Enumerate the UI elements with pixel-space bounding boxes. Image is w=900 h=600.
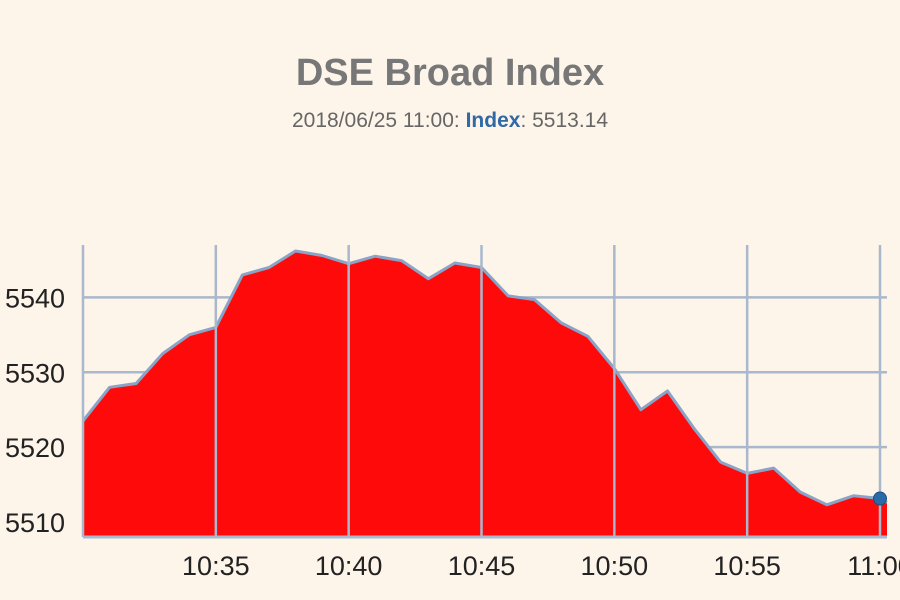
- chart-subtitle: 2018/06/25 11:00: Index: 5513.14: [0, 109, 900, 133]
- last-value-marker[interactable]: [873, 491, 887, 506]
- y-tick-label: 5530: [5, 358, 65, 388]
- x-tick-label: 10:35: [182, 551, 250, 581]
- vertical-grid: [214, 245, 882, 537]
- y-tick-labels: 5510 5520 5530 5540: [5, 283, 65, 538]
- series-index-area: [83, 251, 887, 537]
- x-tick-label: 10:45: [448, 551, 516, 581]
- subtitle-timestamp: 2018/06/25 11:00: [291, 109, 454, 132]
- subtitle-separator: :: [453, 109, 466, 132]
- subtitle-value: 5513.14: [532, 109, 609, 132]
- y-tick-label: 5510: [5, 508, 65, 538]
- x-tick-label: 10:50: [581, 551, 649, 581]
- x-tick-label: 10:40: [315, 551, 383, 581]
- subtitle-separator: :: [520, 109, 533, 132]
- x-tick-label: 11:00: [847, 551, 900, 581]
- series-index-line: [81, 249, 888, 507]
- chart-title: DSE Broad Index: [295, 52, 605, 94]
- y-tick-label: 5520: [5, 433, 65, 463]
- y-tick-label: 5540: [5, 283, 65, 313]
- x-tick-label: 10:55: [713, 551, 781, 581]
- subtitle-series-label: Index: [465, 109, 521, 132]
- x-tick-labels: 10:35 10:40 10:45 10:50 10:55 11:00: [182, 551, 900, 581]
